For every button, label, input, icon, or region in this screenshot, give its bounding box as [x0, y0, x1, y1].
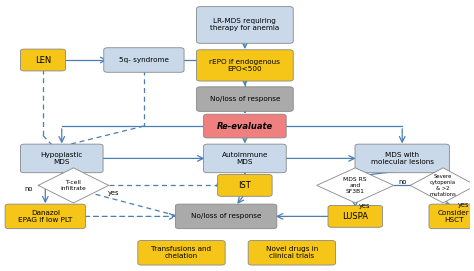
Text: LEN: LEN	[35, 56, 51, 64]
FancyBboxPatch shape	[328, 205, 383, 227]
Polygon shape	[317, 168, 394, 203]
Text: Danazol
EPAG if low PLT: Danazol EPAG if low PLT	[18, 210, 73, 223]
FancyBboxPatch shape	[218, 175, 272, 196]
Text: Novel drugs in
clinical trials: Novel drugs in clinical trials	[266, 246, 318, 259]
Text: No/loss of response: No/loss of response	[191, 213, 261, 220]
Text: Autoimmune
MDS: Autoimmune MDS	[222, 152, 268, 165]
Text: Transfusions and
chelation: Transfusions and chelation	[151, 246, 211, 259]
FancyBboxPatch shape	[104, 48, 184, 72]
Text: yes: yes	[359, 203, 370, 209]
FancyBboxPatch shape	[138, 241, 225, 265]
FancyBboxPatch shape	[429, 204, 474, 229]
Text: IST: IST	[238, 181, 251, 190]
FancyBboxPatch shape	[248, 241, 336, 265]
Text: 5q- syndrome: 5q- syndrome	[119, 57, 169, 63]
Polygon shape	[410, 168, 474, 203]
FancyBboxPatch shape	[203, 144, 286, 173]
FancyBboxPatch shape	[20, 144, 103, 173]
Text: Consider
HSCT: Consider HSCT	[438, 210, 470, 223]
Text: Re-evaluate: Re-evaluate	[217, 122, 273, 131]
Text: no: no	[398, 179, 406, 185]
Text: yes: yes	[457, 202, 469, 208]
Polygon shape	[38, 168, 109, 203]
Text: rEPO if endogenous
EPO<500: rEPO if endogenous EPO<500	[210, 59, 281, 72]
FancyBboxPatch shape	[20, 49, 65, 71]
FancyBboxPatch shape	[197, 7, 293, 43]
FancyBboxPatch shape	[203, 114, 286, 138]
FancyBboxPatch shape	[5, 204, 85, 229]
FancyBboxPatch shape	[355, 144, 449, 173]
Text: LUSPA: LUSPA	[342, 212, 368, 221]
FancyBboxPatch shape	[175, 204, 277, 229]
Text: Hypoplastic
MDS: Hypoplastic MDS	[41, 152, 83, 165]
Text: Severe
cytopenia
& >2
mutations: Severe cytopenia & >2 mutations	[429, 174, 456, 196]
Text: MDS with
molecular lesions: MDS with molecular lesions	[371, 152, 434, 165]
FancyBboxPatch shape	[197, 50, 293, 81]
FancyBboxPatch shape	[197, 87, 293, 111]
Text: No/loss of response: No/loss of response	[210, 96, 280, 102]
Text: T-cell
infiltrate: T-cell infiltrate	[61, 180, 86, 191]
Text: LR-MDS requiring
therapy for anemia: LR-MDS requiring therapy for anemia	[210, 18, 280, 31]
Text: MDS RS
and
SF3B1: MDS RS and SF3B1	[344, 177, 367, 194]
Text: no: no	[25, 186, 33, 192]
Text: yes: yes	[108, 191, 119, 196]
